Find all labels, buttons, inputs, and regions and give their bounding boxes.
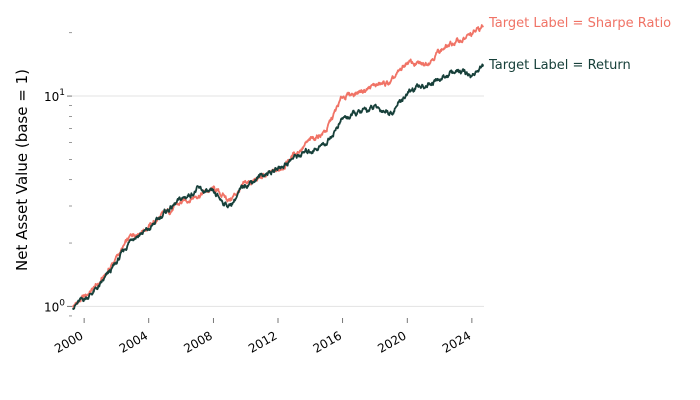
y-tick-label: 100: [44, 298, 65, 314]
series-label: Target Label = Return: [488, 58, 631, 73]
x-tick-label: 2004: [117, 328, 150, 355]
y-axis-title: Net Asset Value (base = 1): [13, 69, 31, 271]
x-tick-label: 2016: [311, 328, 344, 355]
axis-layer: 100 101 2000 2004 2008 2012 2016 2020 2024: [44, 32, 473, 356]
grid-layer: [72, 95, 484, 307]
x-tick-label: 2000: [52, 328, 85, 355]
x-tick-label: 2020: [375, 328, 408, 355]
x-tick-label: 2024: [440, 328, 473, 355]
x-tick-label: 2012: [246, 328, 279, 355]
series-label: Target Label = Sharpe Ratio: [488, 16, 671, 31]
series-line: [71, 63, 485, 311]
series-layer: Target Label = Sharpe Ratio Target Label …: [71, 16, 671, 311]
y-tick-label: 101: [44, 88, 65, 104]
x-tick-label: 2008: [181, 328, 214, 355]
